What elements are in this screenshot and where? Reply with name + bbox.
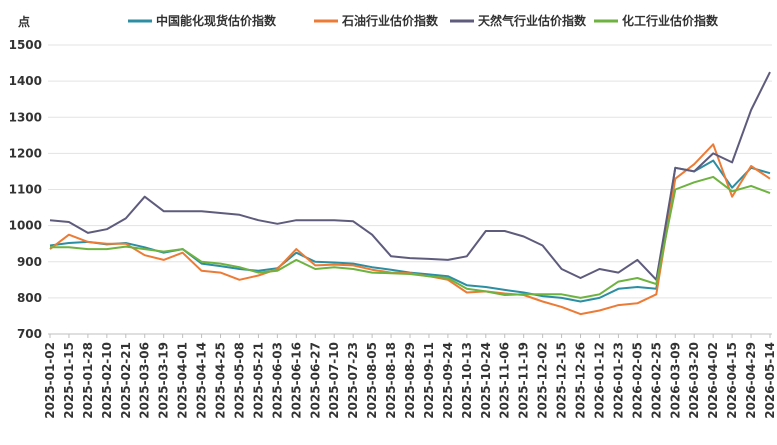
x-tick-label: 2025-06-16	[289, 342, 303, 419]
legend-label-2: 天然气行业估价指数	[478, 13, 587, 28]
y-tick-label: 1300	[9, 110, 42, 124]
x-tick-label: 2025-03-06	[138, 342, 152, 419]
x-tick-label: 2025-03-19	[157, 342, 171, 419]
x-tick-label: 2025-01-28	[81, 342, 95, 419]
y-tick-label: 1100	[9, 183, 42, 197]
x-tick-label: 2025-05-08	[232, 342, 246, 419]
x-tick-label: 2025-10-13	[460, 342, 474, 419]
y-axis-ticks: 700 800 900 1000 1100 1200 1300 1400 1500	[9, 38, 42, 341]
y-axis-unit-label: 点	[18, 14, 30, 29]
legend-label-1: 石油行业估价指数	[341, 13, 439, 28]
x-tick-label: 2025-12-26	[574, 342, 588, 419]
series-line-2	[49, 71, 771, 281]
x-tick-label: 2026-04-15	[725, 342, 739, 419]
x-tick-label: 2026-01-23	[611, 342, 625, 419]
plot-series	[49, 71, 771, 316]
y-tick-label: 1400	[9, 74, 42, 88]
x-tick-label: 2025-08-29	[403, 342, 417, 419]
x-tick-label: 2026-04-02	[706, 342, 720, 419]
grid-lines	[48, 44, 772, 335]
x-tick-label: 2025-02-10	[100, 342, 114, 419]
x-tick-label: 2025-08-18	[384, 342, 398, 419]
x-tick-label: 2025-02-21	[119, 342, 133, 419]
series-line-0	[49, 159, 771, 303]
x-tick-label: 2025-12-15	[555, 342, 569, 419]
x-tick-label: 2025-06-03	[270, 342, 284, 419]
x-tick-label: 2025-01-02	[43, 342, 57, 419]
x-tick-label: 2025-11-06	[498, 342, 512, 419]
y-tick-label: 700	[17, 327, 42, 341]
y-tick-label: 1200	[9, 146, 42, 160]
x-tick-label: 2026-01-12	[592, 342, 606, 419]
y-tick-label: 900	[17, 255, 42, 269]
x-tick-label: 2026-05-14	[763, 342, 777, 419]
legend-label-0: 中国能化现货估价指数	[156, 13, 277, 28]
x-tick-label: 2025-10-24	[479, 342, 493, 419]
x-tick-label: 2025-01-15	[62, 342, 76, 419]
x-tick-label: 2025-05-21	[251, 342, 265, 419]
series-line-3	[50, 175, 771, 299]
x-tick-label: 2025-12-02	[536, 342, 550, 419]
legend-label-3: 化工行业估价指数	[622, 13, 719, 28]
y-tick-label: 1000	[9, 219, 42, 233]
x-tick-label: 2026-02-25	[649, 342, 663, 419]
x-tick-label: 2025-04-25	[214, 342, 228, 419]
x-tick-label: 2025-04-14	[195, 342, 209, 419]
y-tick-label: 800	[17, 291, 42, 305]
legend: 中国能化现货估价指数 石油行业估价指数 天然气行业估价指数 化工行业估价指数	[128, 13, 719, 28]
series-line-1	[49, 143, 771, 316]
x-tick-label: 2025-07-10	[327, 342, 341, 419]
x-tick-label: 2025-09-24	[441, 342, 455, 419]
x-tick-label: 2025-09-11	[422, 342, 436, 419]
x-tick-label: 2025-07-23	[346, 342, 360, 419]
x-tick-label: 2026-03-20	[687, 342, 701, 419]
x-tick-label: 2026-03-09	[668, 342, 682, 419]
x-tick-label: 2026-04-29	[744, 342, 758, 419]
x-tick-label: 2025-08-05	[365, 342, 379, 419]
x-axis-ticks: 2025-01-02 2025-01-15 2025-01-28 2025-02-10…	[43, 334, 777, 419]
x-tick-label: 2026-02-05	[630, 342, 644, 419]
y-tick-label: 1500	[9, 38, 42, 52]
x-tick-label: 2025-11-19	[517, 342, 531, 419]
x-tick-label: 2025-06-27	[308, 342, 322, 419]
x-tick-label: 2025-04-01	[176, 342, 190, 419]
